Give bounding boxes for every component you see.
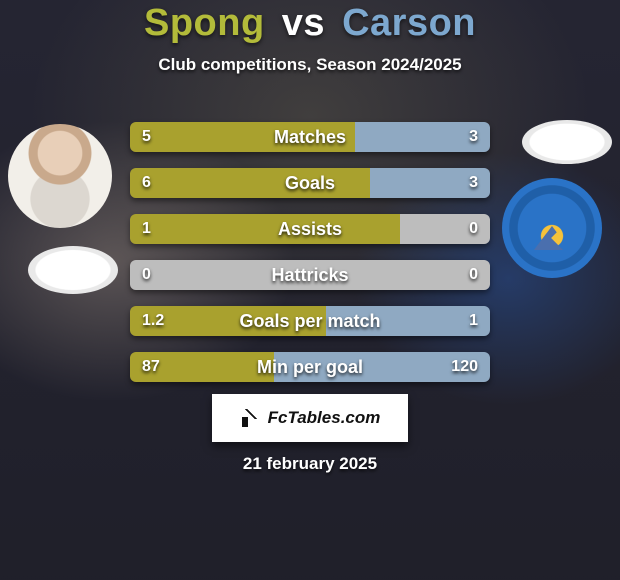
title-vs: vs: [282, 2, 325, 44]
bar-row: Goals63: [130, 168, 490, 198]
bar-segment-right: [370, 168, 490, 198]
bar-segment-right: [400, 214, 490, 244]
bar-segment-left: [130, 260, 310, 290]
bar-segment-left: [130, 122, 355, 152]
title-player1: Spong: [144, 2, 265, 44]
player1-avatar: [8, 124, 112, 228]
content: Spong vs Carson Club competitions, Seaso…: [0, 0, 620, 580]
bar-segment-left: [130, 352, 274, 382]
bar-row: Assists10: [130, 214, 490, 244]
bar-segment-right: [274, 352, 490, 382]
branding-text: FcTables.com: [268, 408, 381, 428]
bar-row: Min per goal87120: [130, 352, 490, 382]
bar-segment-right: [326, 306, 490, 336]
bar-row: Hattricks00: [130, 260, 490, 290]
player1-club-badge: [28, 246, 118, 294]
branding-logo-icon: [240, 407, 262, 429]
bar-row: Matches53: [130, 122, 490, 152]
bar-row: Goals per match1.21: [130, 306, 490, 336]
date-text: 21 february 2025: [0, 454, 620, 474]
subtitle: Club competitions, Season 2024/2025: [158, 55, 461, 75]
bar-segment-left: [130, 306, 326, 336]
bar-segment-right: [355, 122, 490, 152]
bar-segment-right: [310, 260, 490, 290]
page-title: Spong vs Carson: [144, 2, 476, 45]
player2-avatar: [522, 120, 612, 164]
bar-segment-left: [130, 168, 370, 198]
branding-badge: FcTables.com: [212, 394, 408, 442]
player2-club-badge: [502, 178, 602, 278]
bar-segment-left: [130, 214, 400, 244]
comparison-bars: Matches53 Goals63 Assists10 Hattricks00 Goal…: [130, 122, 490, 382]
title-player2: Carson: [342, 2, 476, 44]
